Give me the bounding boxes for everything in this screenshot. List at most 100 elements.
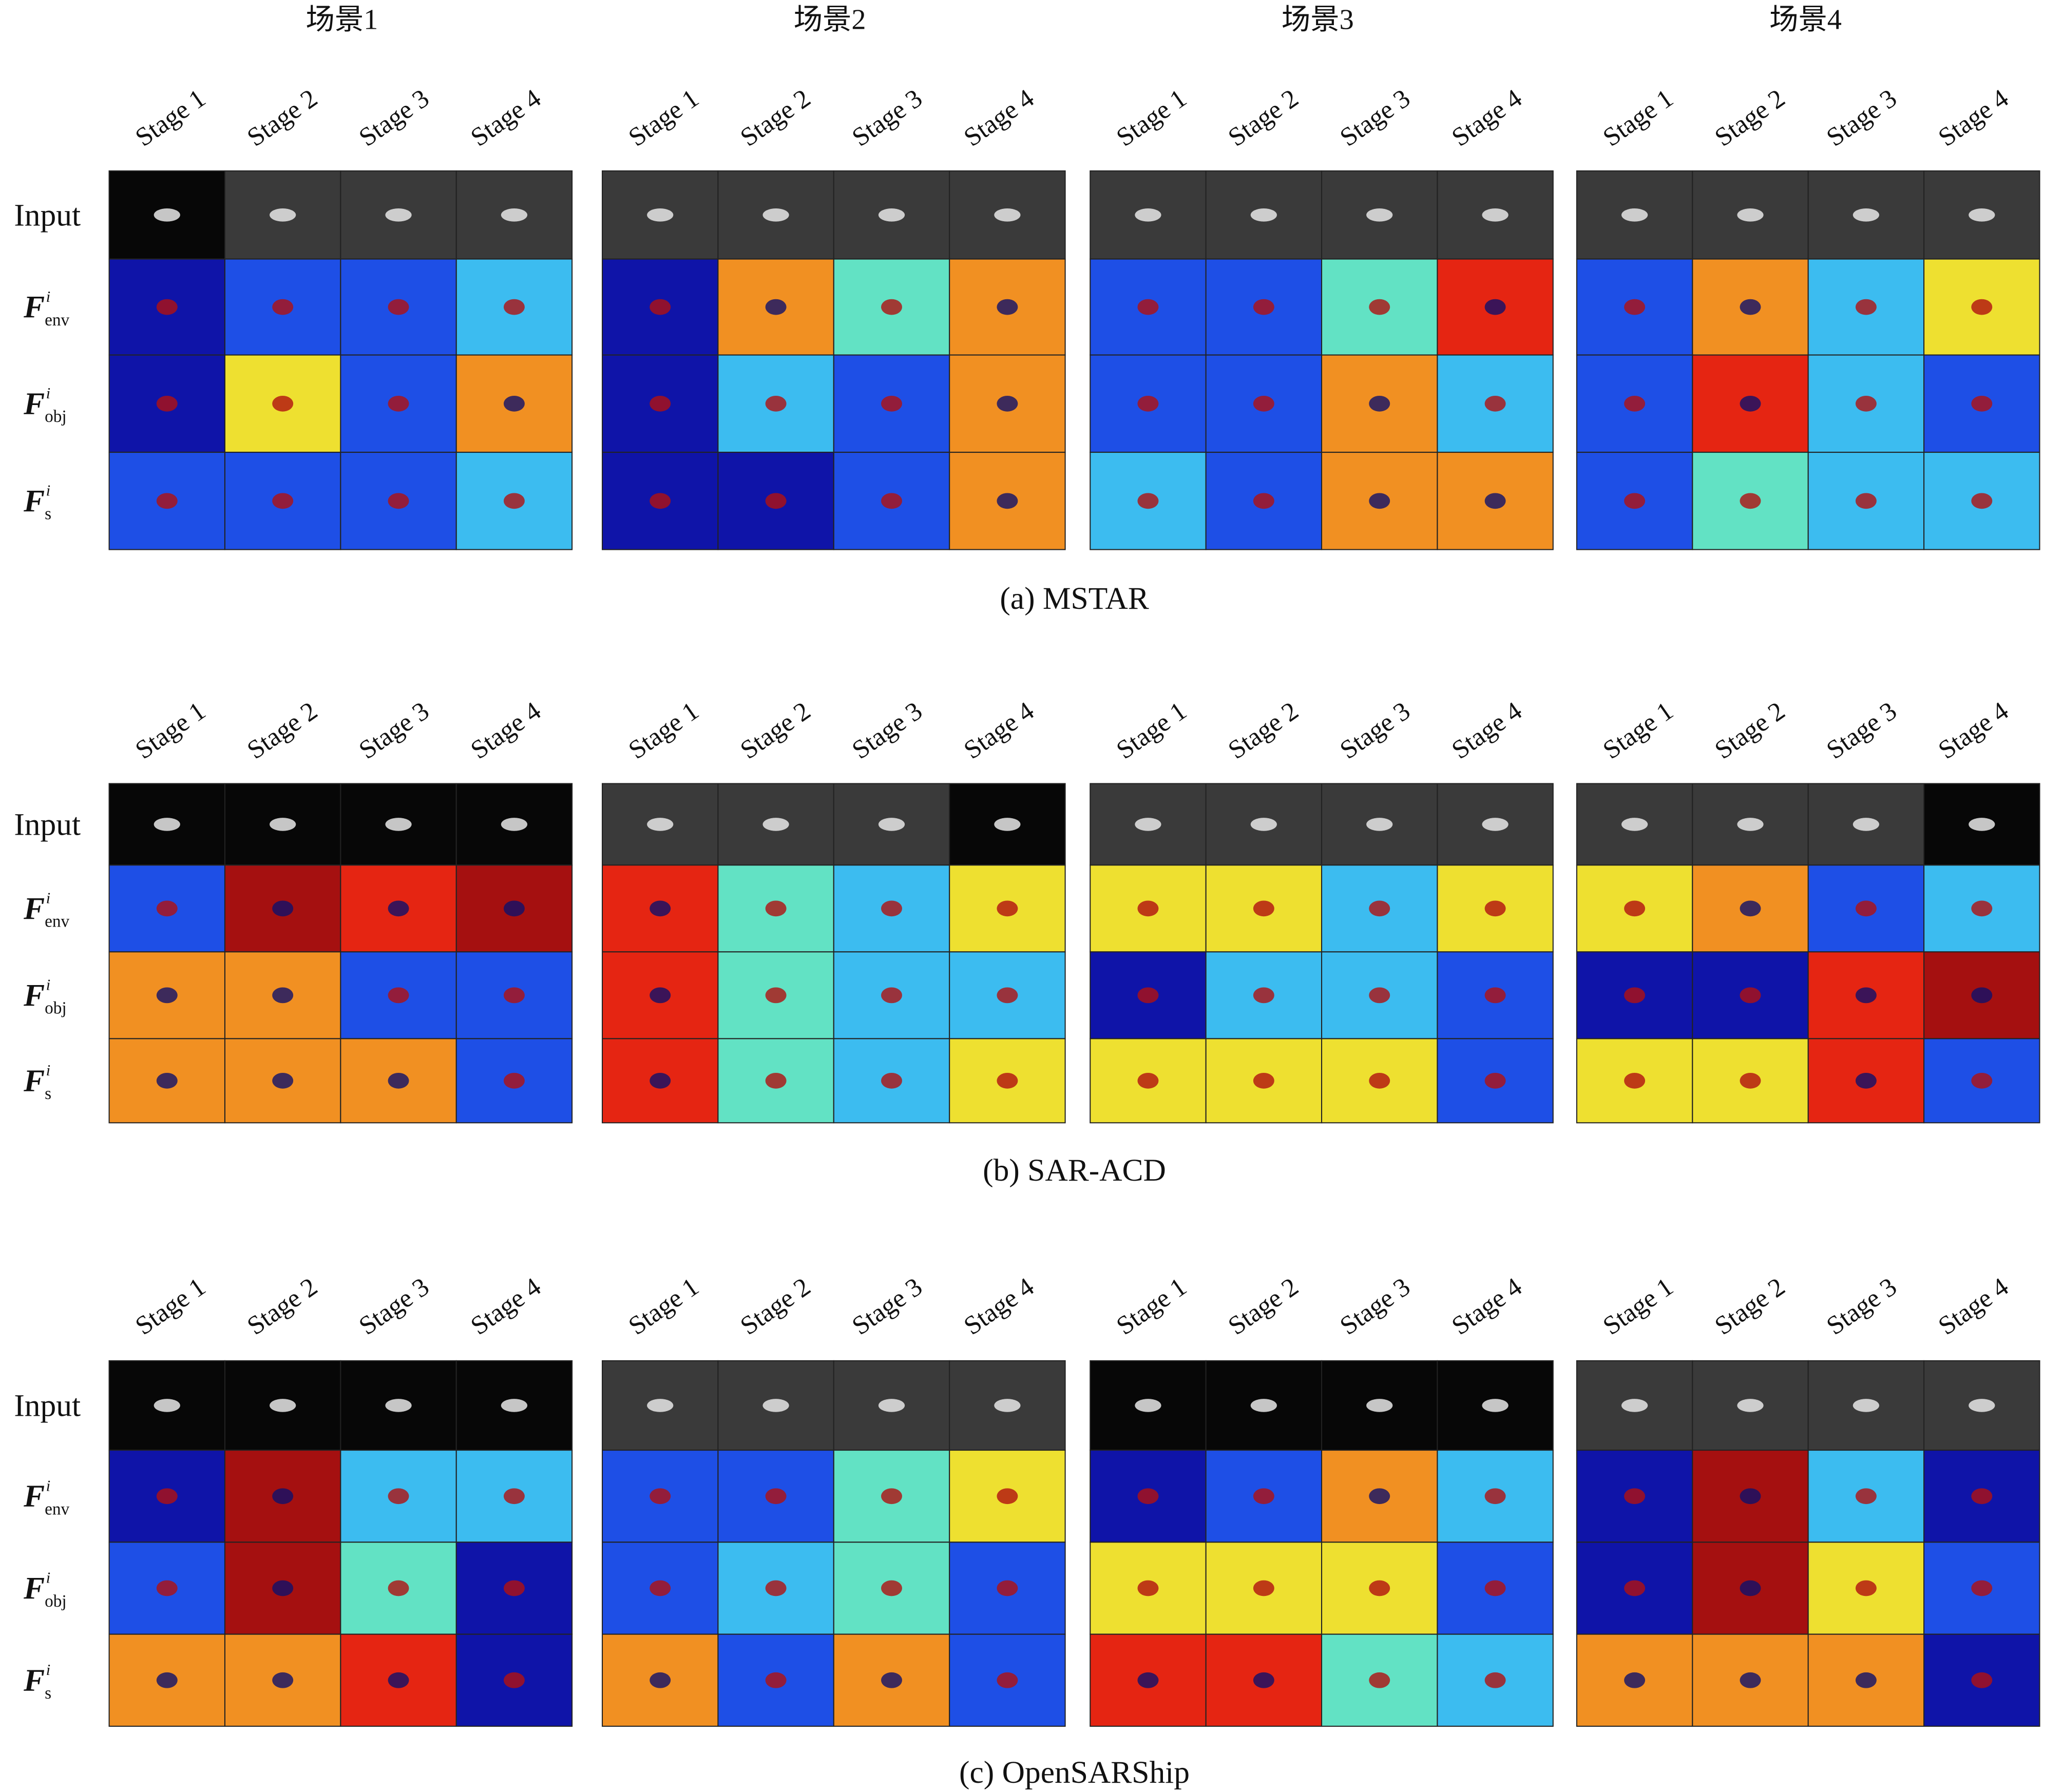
activation-spot (765, 395, 787, 412)
activation-spot (1971, 1488, 1993, 1505)
stage-label: Stage 2 (1223, 696, 1304, 765)
activation-spot (650, 1580, 671, 1596)
activation-spot (881, 1488, 902, 1505)
activation-spot (1484, 1672, 1506, 1688)
activation-spot (881, 493, 902, 509)
stage-label: Stage 4 (1446, 696, 1527, 765)
stage-label: Stage 3 (1821, 696, 1902, 765)
target-blob (1250, 1399, 1277, 1412)
row-label-base: F (23, 387, 45, 421)
activation-spot (272, 987, 294, 1004)
activation-spot (1369, 1072, 1390, 1089)
stage-label: Stage 1 (1598, 1272, 1678, 1341)
row-label-sub: obj (45, 1592, 67, 1611)
stage-label: Stage 2 (242, 1272, 322, 1341)
activation-spot (1253, 987, 1274, 1004)
stage-label: Stage 2 (242, 84, 322, 152)
target-blob (1250, 818, 1277, 831)
stage-label: Stage 4 (465, 696, 546, 765)
activation-spot (503, 1072, 525, 1089)
activation-spot (1740, 1672, 1761, 1688)
stage-label: Stage 3 (847, 696, 927, 765)
row-label-base: F (23, 1571, 45, 1606)
stage-label: Stage 4 (1446, 1272, 1527, 1341)
activation-spot (650, 1072, 671, 1089)
activation-spot (765, 987, 787, 1004)
row-label-sup: i (46, 890, 51, 907)
activation-spot (1253, 1672, 1274, 1688)
activation-spot (997, 1072, 1018, 1089)
activation-spot (1369, 1488, 1390, 1505)
stage-label: Stage 4 (465, 84, 546, 152)
target-blob (1482, 1399, 1509, 1412)
target-blob (647, 208, 674, 222)
activation-spot (388, 987, 409, 1004)
activation-spot (272, 900, 294, 917)
target-blob (647, 818, 674, 831)
target-blob (501, 818, 528, 831)
activation-spot (1740, 1580, 1761, 1596)
row-label-sub: obj (45, 407, 67, 426)
target-blob (1366, 208, 1393, 222)
activation-spot (388, 1072, 409, 1089)
activation-spot (1855, 493, 1877, 509)
activation-spot (1740, 493, 1761, 509)
activation-spot (1253, 900, 1274, 917)
activation-spot (156, 900, 178, 917)
activation-spot (272, 299, 294, 315)
target-blob (154, 1399, 180, 1412)
stage-label: Stage 3 (1334, 696, 1415, 765)
stage-label: Stage 3 (354, 1272, 434, 1341)
activation-spot (1484, 395, 1506, 412)
row-label-base: F (23, 1479, 45, 1514)
activation-spot (1624, 1072, 1646, 1089)
activation-spot (503, 493, 525, 509)
activation-spot (1137, 299, 1159, 315)
stage-label: Stage 3 (847, 1272, 927, 1341)
row-label-sup: i (46, 1569, 51, 1587)
stage-label: Stage 4 (1446, 84, 1527, 152)
activation-spot (388, 1580, 409, 1596)
target-blob (385, 208, 412, 222)
activation-spot (388, 1672, 409, 1688)
scene-title: 场景4 (1769, 4, 1842, 35)
activation-spot (1971, 1580, 1993, 1596)
activation-spot (881, 1580, 902, 1596)
stage-label: Stage 3 (1334, 1272, 1415, 1341)
activation-spot (997, 900, 1018, 917)
stage-label: Stage 3 (847, 84, 927, 152)
activation-spot (1624, 900, 1646, 917)
activation-spot (1137, 1672, 1159, 1688)
activation-spot (503, 299, 525, 315)
stage-label: Stage 2 (242, 696, 322, 765)
stage-label: Stage 3 (1334, 84, 1415, 152)
row-label-sub: s (45, 1684, 51, 1703)
stage-label: Stage 3 (354, 696, 434, 765)
panel-caption: (a) MSTAR (1000, 581, 1149, 616)
activation-spot (1137, 1488, 1159, 1505)
activation-spot (1137, 395, 1159, 412)
target-blob (501, 1399, 528, 1412)
row-label-base: F (23, 484, 45, 518)
activation-spot (650, 1488, 671, 1505)
activation-spot (1740, 1488, 1761, 1505)
target-blob (878, 818, 905, 831)
target-blob (1853, 818, 1879, 831)
stage-label: Stage 1 (623, 696, 704, 765)
activation-spot (1369, 987, 1390, 1004)
activation-spot (765, 1488, 787, 1505)
panel-caption: (c) OpenSARShip (959, 1755, 1190, 1790)
row-label-sub: s (45, 505, 51, 524)
target-blob (1482, 818, 1509, 831)
target-blob (1969, 1399, 1995, 1412)
activation-spot (1740, 987, 1761, 1004)
target-blob (1737, 208, 1764, 222)
feature-cell (717, 258, 834, 356)
activation-spot (1971, 493, 1993, 509)
activation-spot (1740, 900, 1761, 917)
stage-label: Stage 2 (1709, 1272, 1790, 1341)
activation-spot (272, 493, 294, 509)
target-blob (1621, 1399, 1648, 1412)
activation-spot (650, 1672, 671, 1688)
